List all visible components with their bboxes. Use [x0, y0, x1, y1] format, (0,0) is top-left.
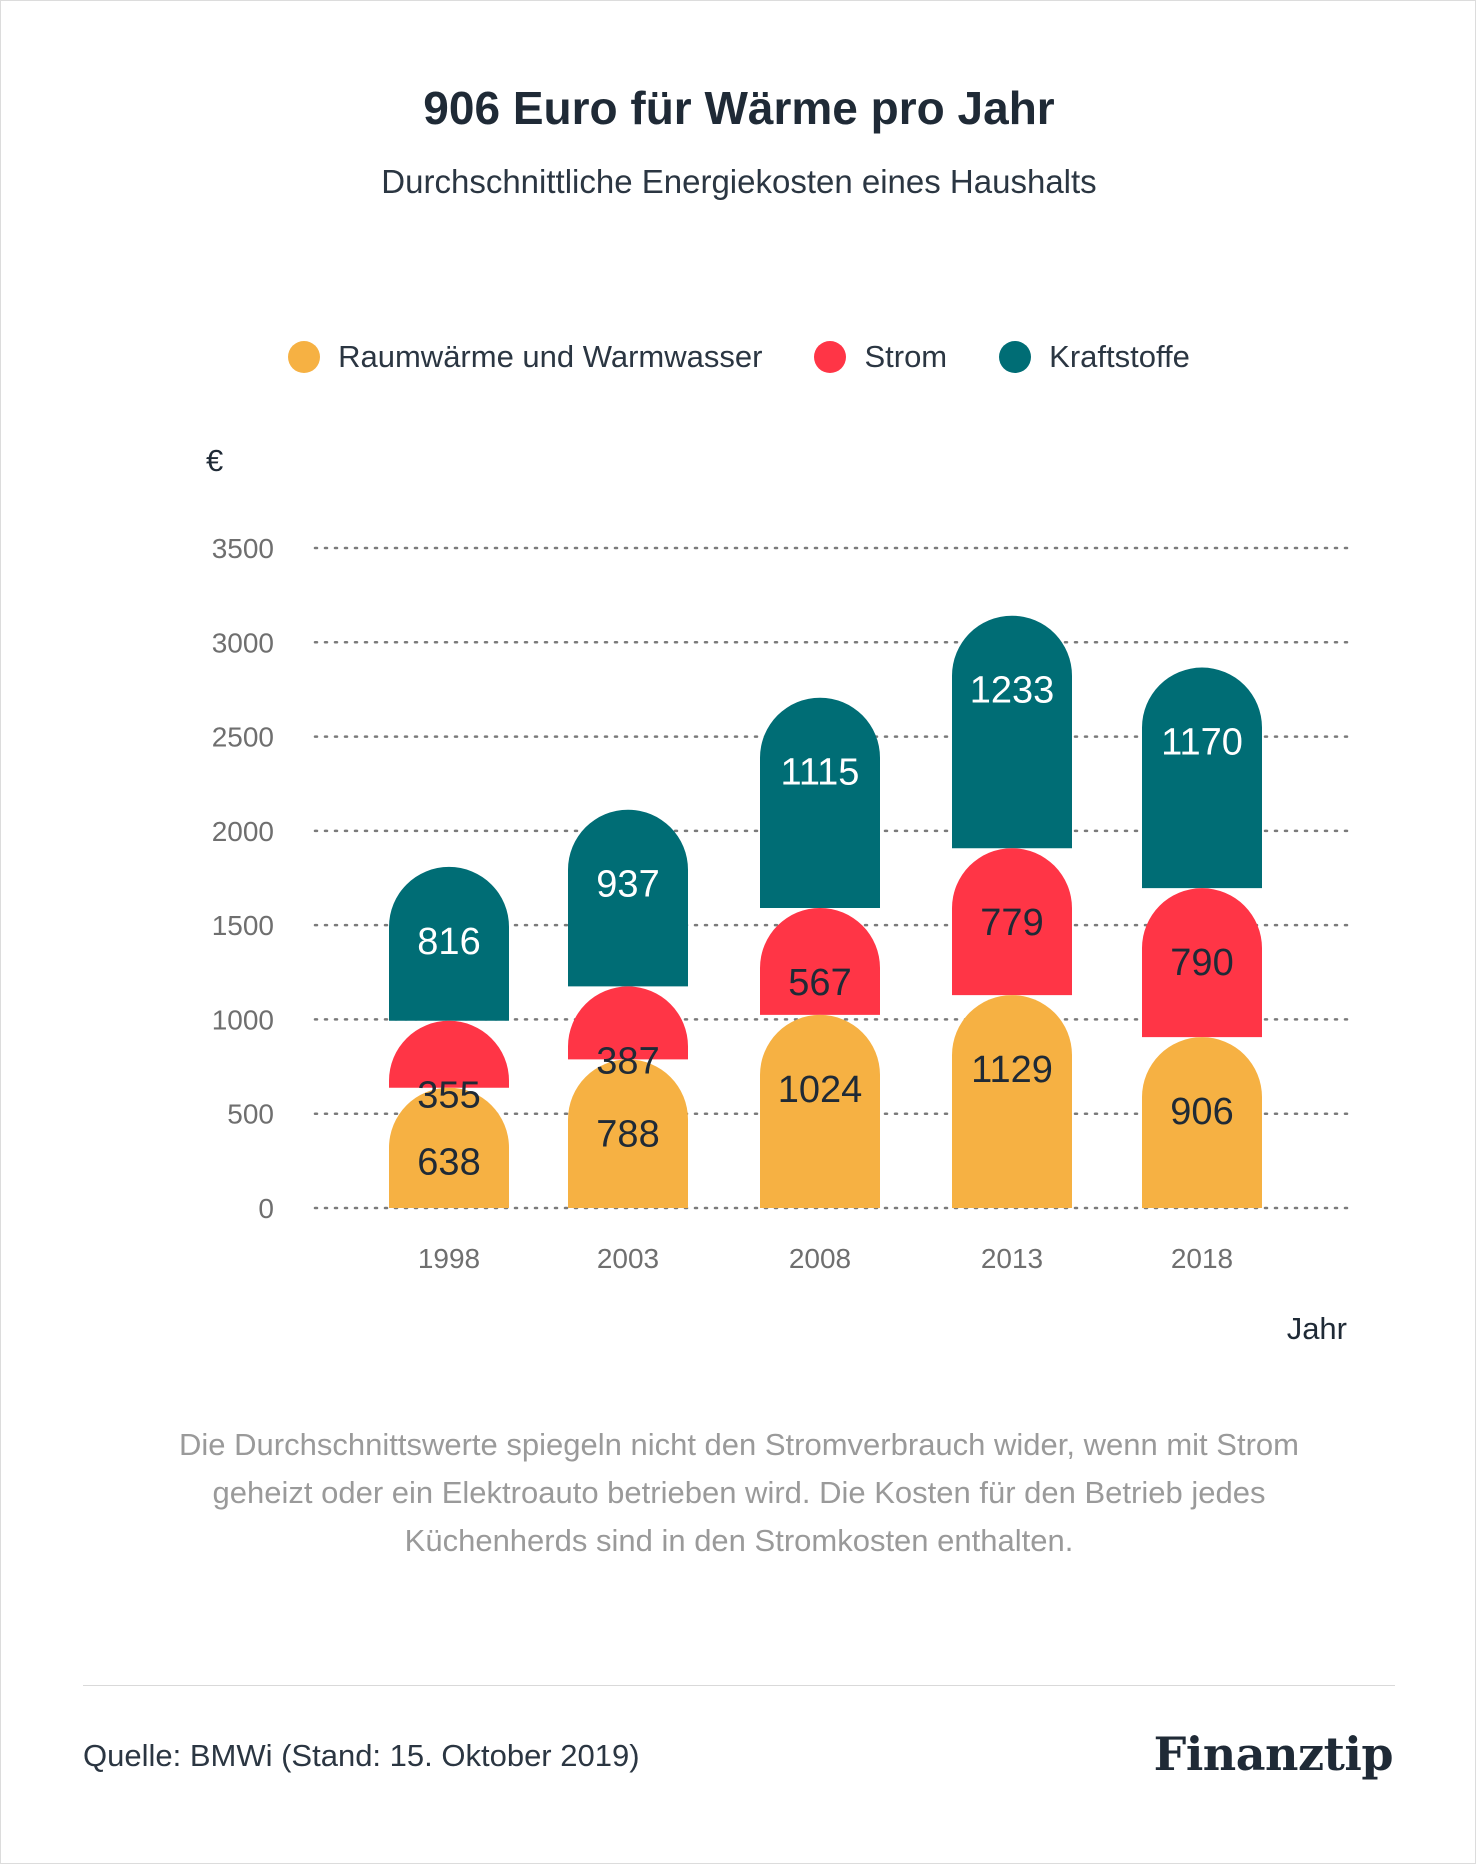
x-tick-label: 1998: [418, 1243, 480, 1274]
bar-value-label: 788: [596, 1113, 659, 1155]
legend-item-power: Strom: [814, 339, 947, 375]
bar-stack-2008: 1024 567 1115: [760, 697, 880, 1208]
bar-value-label: 1024: [778, 1069, 863, 1111]
bar-value-label: 1170: [1161, 722, 1243, 764]
bar-segment-fuel: [1142, 667, 1262, 889]
bar-stack-2013: 1129 779 1233: [952, 615, 1072, 1208]
y-tick-label: 500: [227, 1099, 274, 1130]
bar-value-label: 937: [596, 864, 659, 906]
y-tick-label: 1000: [212, 1004, 274, 1035]
legend-item-fuel: Kraftstoffe: [999, 339, 1190, 375]
legend-dot-heat: [288, 341, 321, 373]
bar-value-label: 1233: [970, 670, 1055, 712]
bar-segment-heat: [389, 1087, 509, 1208]
bar-segment-power: [568, 986, 688, 1060]
bar-segment-fuel: [568, 809, 688, 987]
y-tick-label: 2000: [212, 816, 274, 847]
y-tick-label: 3500: [212, 533, 274, 564]
bar-value-label: 638: [417, 1142, 480, 1184]
x-tick-label: 2003: [597, 1243, 659, 1274]
legend-label-power: Strom: [864, 339, 948, 374]
footnote: Die Durchschnittswerte spiegeln nicht de…: [179, 1427, 1299, 1558]
y-axis-unit-label: €: [206, 443, 223, 478]
x-tick-label: 2018: [1171, 1243, 1233, 1274]
y-tick-label: 0: [258, 1193, 274, 1224]
bar-value-label: 906: [1170, 1091, 1233, 1133]
y-tick-label: 2500: [212, 722, 274, 753]
bar-value-label: 567: [788, 962, 851, 1004]
bars: 638 355 816 788 387 937 1024 567 1115 1129 779 1233…: [389, 615, 1262, 1208]
page-title: 906 Euro für Wärme pro Jahr: [423, 82, 1055, 134]
bar-segment-fuel: [760, 697, 880, 908]
bar-stack-2003: 788 387 937: [568, 809, 688, 1208]
bar-value-label: 779: [980, 902, 1043, 944]
legend-dot-power: [814, 341, 847, 373]
bar-value-label: 816: [417, 921, 480, 963]
bar-stack-2018: 906 790 1170: [1142, 667, 1262, 1208]
x-axis-title: Jahr: [1287, 1311, 1347, 1346]
bar-segment-fuel: [389, 866, 509, 1021]
bar-segment-power: [1142, 888, 1262, 1038]
bar-segment-power: [760, 907, 880, 1015]
brand-logo: Finanztip: [1153, 1727, 1394, 1781]
source-note: Quelle: BMWi (Stand: 15. Oktober 2019): [83, 1738, 640, 1773]
y-tick-label: 1500: [212, 910, 274, 941]
bar-value-label: 1129: [971, 1049, 1053, 1091]
bar-value-label: 790: [1170, 942, 1233, 984]
bar-segment-power: [389, 1020, 509, 1088]
legend-label-fuel: Kraftstoffe: [1049, 339, 1190, 374]
stacked-bar-chart: € Jahr 0 500 1000 1500 2000 2500 3000 3500 638 3…: [206, 443, 1353, 1346]
bar-value-label: 1115: [781, 752, 860, 794]
bar-value-label: 387: [596, 1040, 659, 1082]
x-tick-label: 2013: [981, 1243, 1043, 1274]
legend-label-heat: Raumwärme und Warmwasser: [338, 339, 763, 374]
y-tick-label: 3000: [212, 627, 274, 658]
x-axis-ticks: 1998 2003 2008 2013 2018: [418, 1243, 1233, 1274]
bar-segment-heat: [760, 1014, 880, 1208]
bar-segment-power: [952, 848, 1072, 996]
bar-segment-fuel: [952, 615, 1072, 849]
legend-dot-fuel: [999, 341, 1032, 373]
bar-stack-1998: 638 355 816: [389, 866, 509, 1208]
bar-segment-heat: [568, 1059, 688, 1208]
legend-item-heat: Raumwärme und Warmwasser: [288, 339, 762, 375]
chart-legend: Raumwärme und Warmwasser Strom Kraftstof…: [1, 339, 1476, 375]
bar-segment-heat: [952, 995, 1072, 1208]
page-subtitle: Durchschnittliche Energiekosten eines Ha…: [381, 163, 1097, 200]
bar-segment-heat: [1142, 1037, 1262, 1208]
x-tick-label: 2008: [789, 1243, 851, 1274]
bar-value-label: 355: [417, 1075, 480, 1117]
footer-divider: [83, 1685, 1395, 1686]
